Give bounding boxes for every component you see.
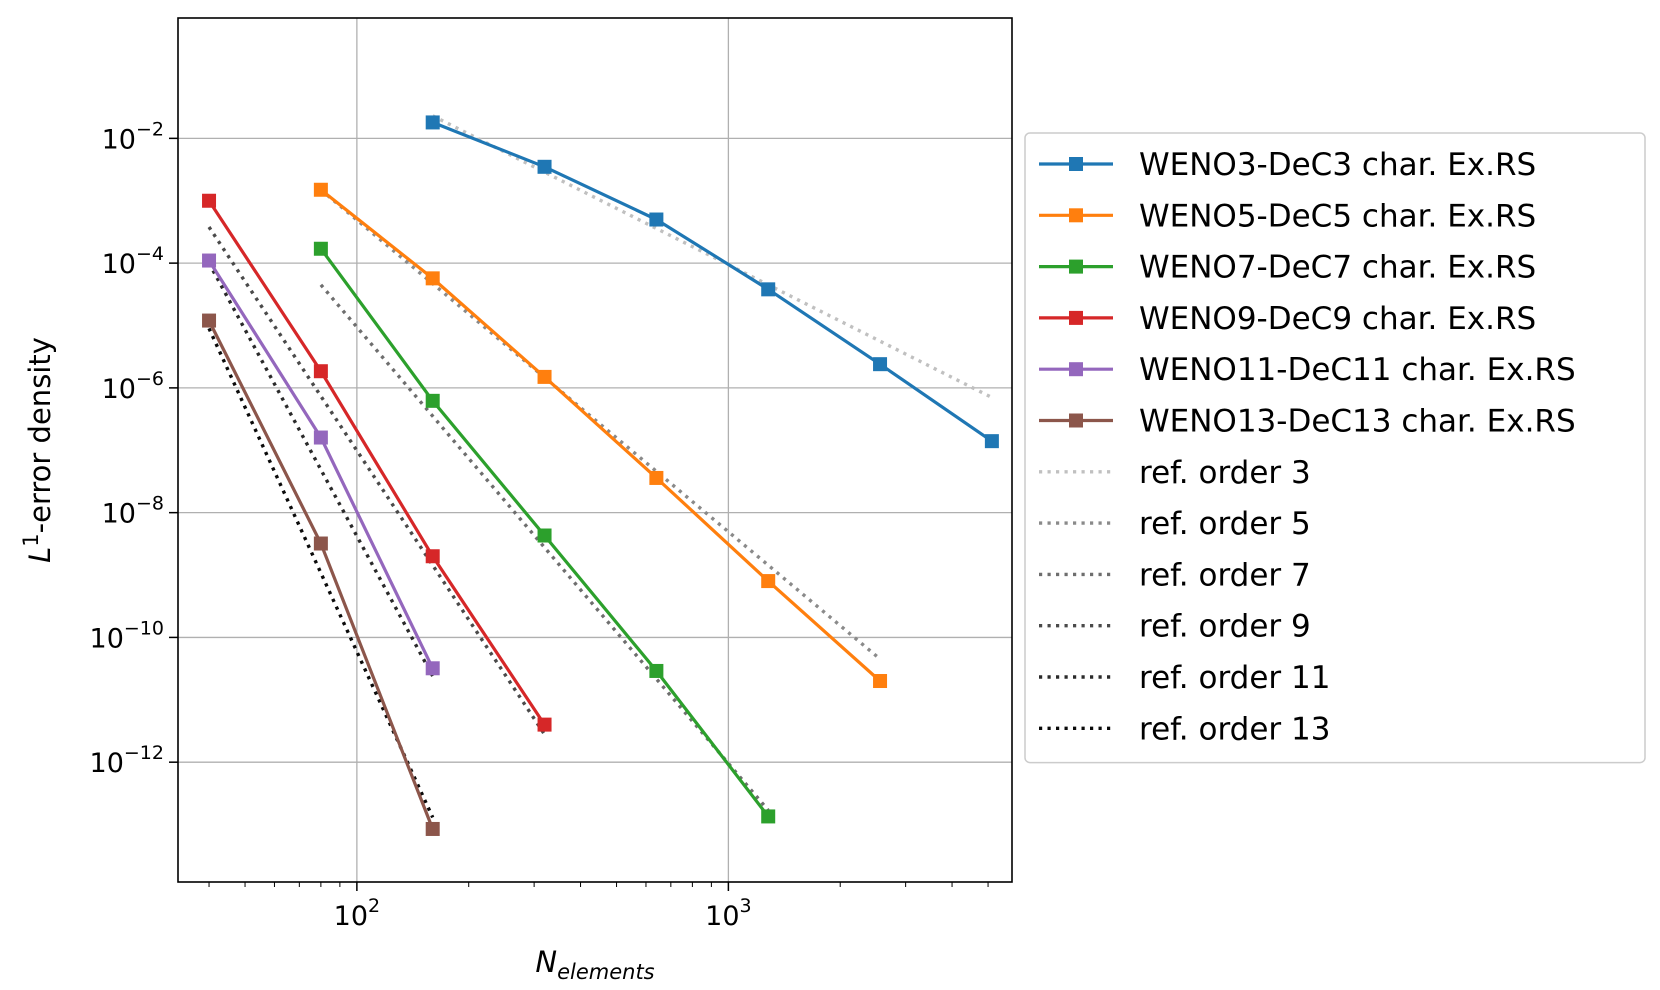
legend-label-ref-order-11: ref. order 11 <box>1139 660 1330 696</box>
legend-label-weno11-dec11-char-ex-rs: WENO11-DeC11 char. Ex.RS <box>1139 352 1576 388</box>
y-axis-label: L1-error density <box>19 337 57 563</box>
y-tick-label-exponent: −12 <box>124 742 164 764</box>
weno9-dec9-char-ex-rs-marker <box>537 717 552 732</box>
legend-label-ref-order-9: ref. order 9 <box>1139 609 1311 645</box>
legend-marker-weno13-dec13-char-ex-rs <box>1069 413 1083 428</box>
legend-label-weno3-dec3-char-ex-rs: WENO3-DeC3 char. Ex.RS <box>1139 147 1536 183</box>
legend-label-weno5-dec5-char-ex-rs: WENO5-DeC5 char. Ex.RS <box>1139 198 1536 234</box>
weno9-dec9-char-ex-rs-marker <box>313 364 328 379</box>
y-axis-label-symbol: L <box>23 547 57 563</box>
weno5-dec5-char-ex-rs-marker <box>313 182 328 197</box>
weno7-dec7-char-ex-rs-marker <box>761 809 776 824</box>
y-axis-label-superscript: 1 <box>19 533 43 546</box>
weno11-dec11-char-ex-rs-marker <box>313 430 328 445</box>
x-tick-label-base: 10 <box>334 901 368 932</box>
y-tick-label: 10−12 <box>90 742 164 779</box>
y-tick-label-base: 10 <box>102 124 136 155</box>
y-tick-label: 10−2 <box>102 118 164 155</box>
weno5-dec5-char-ex-rs-marker <box>537 369 552 384</box>
legend-marker-weno9-dec9-char-ex-rs <box>1069 310 1083 325</box>
x-tick-label-exponent: 2 <box>368 895 380 917</box>
weno11-dec11-char-ex-rs-line <box>207 259 435 669</box>
weno13-dec13-char-ex-rs-marker <box>313 536 328 551</box>
weno7-dec7-char-ex-rs-marker <box>537 528 552 543</box>
y-tick-label-exponent: −10 <box>124 617 164 639</box>
x-tick-label: 102 <box>334 895 380 932</box>
legend-marker-weno5-dec5-char-ex-rs <box>1069 208 1083 223</box>
y-tick-label-base: 10 <box>90 623 124 654</box>
y-axis-label-text: -error density <box>23 337 57 533</box>
x-tick-label-exponent: 3 <box>740 895 752 917</box>
y-tick-label-base: 10 <box>90 748 124 779</box>
ref-order-9-line <box>207 226 546 736</box>
weno13-dec13-char-ex-rs-marker <box>202 313 217 328</box>
weno5-dec5-char-ex-rs-marker <box>425 271 440 286</box>
legend-box <box>1024 132 1646 764</box>
x-tick-label: 103 <box>705 895 751 932</box>
ref-order-3-line <box>431 114 993 400</box>
weno5-dec5-char-ex-rs-line <box>319 188 882 683</box>
y-tick-label: 10−4 <box>102 243 164 280</box>
weno13-dec13-char-ex-rs-marker <box>425 821 440 836</box>
weno3-dec3-char-ex-rs-marker <box>425 115 440 130</box>
weno3-dec3-char-ex-rs-line <box>432 120 993 443</box>
y-tick-label-base: 10 <box>102 374 136 405</box>
legend-label-weno9-dec9-char-ex-rs: WENO9-DeC9 char. Ex.RS <box>1139 301 1536 337</box>
weno3-dec3-char-ex-rs-marker <box>537 159 552 174</box>
weno7-dec7-char-ex-rs-marker <box>425 393 440 408</box>
weno9-dec9-char-ex-rs-marker <box>202 193 217 208</box>
weno3-dec3-char-ex-rs-marker <box>984 434 999 449</box>
weno3-dec3-char-ex-rs-marker <box>649 212 664 227</box>
y-tick-label-base: 10 <box>102 499 136 530</box>
legend-label-ref-order-3: ref. order 3 <box>1139 455 1311 491</box>
y-tick-label: 10−6 <box>102 368 164 405</box>
weno9-dec9-char-ex-rs-line <box>207 199 546 726</box>
legend-marker-weno7-dec7-char-ex-rs <box>1069 259 1083 274</box>
ref-order-11-line <box>207 262 435 677</box>
weno3-dec3-char-ex-rs-marker <box>761 282 776 297</box>
y-tick-label-base: 10 <box>102 249 136 280</box>
ref-order-5-line <box>319 188 882 661</box>
grid <box>178 18 1012 882</box>
legend-label-ref-order-13: ref. order 13 <box>1139 711 1330 747</box>
y-tick-label: 10−8 <box>102 493 164 530</box>
legend-label-weno7-dec7-char-ex-rs: WENO7-DeC7 char. Ex.RS <box>1139 250 1536 286</box>
x-tick-label-base: 10 <box>705 901 739 932</box>
y-tick-label-exponent: −4 <box>136 243 164 265</box>
weno9-dec9-char-ex-rs-marker <box>425 549 440 564</box>
legend-label-ref-order-7: ref. order 7 <box>1139 557 1311 593</box>
legend-label-ref-order-5: ref. order 5 <box>1139 506 1311 542</box>
legend-marker-weno11-dec11-char-ex-rs <box>1069 362 1083 377</box>
y-tick-label-exponent: −6 <box>136 368 164 390</box>
weno13-dec13-char-ex-rs-line <box>207 319 435 830</box>
y-tick-label-exponent: −8 <box>136 493 164 515</box>
y-tick-label: 10−10 <box>90 617 164 654</box>
weno11-dec11-char-ex-rs-marker <box>425 661 440 676</box>
x-axis-label-main: N <box>535 945 557 979</box>
legend-label-weno13-dec13-char-ex-rs: WENO13-DeC13 char. Ex.RS <box>1139 404 1576 440</box>
x-axis-label: Nelements <box>535 945 654 984</box>
plot-series <box>202 114 999 836</box>
x-axis-label-subscript: elements <box>557 960 655 984</box>
weno5-dec5-char-ex-rs-marker <box>649 470 664 485</box>
weno5-dec5-char-ex-rs-marker <box>873 674 888 689</box>
legend-marker-weno3-dec3-char-ex-rs <box>1069 157 1083 171</box>
weno11-dec11-char-ex-rs-marker <box>202 253 217 268</box>
weno7-dec7-char-ex-rs-marker <box>313 241 328 256</box>
weno7-dec7-char-ex-rs-marker <box>649 663 664 678</box>
weno5-dec5-char-ex-rs-marker <box>761 574 776 589</box>
y-tick-label-exponent: −2 <box>136 118 164 140</box>
legend: WENO3-DeC3 char. Ex.RS WENO5-DeC5 char. E… <box>1024 132 1646 764</box>
weno3-dec3-char-ex-rs-marker <box>873 357 888 372</box>
plot-frame <box>177 17 1013 883</box>
